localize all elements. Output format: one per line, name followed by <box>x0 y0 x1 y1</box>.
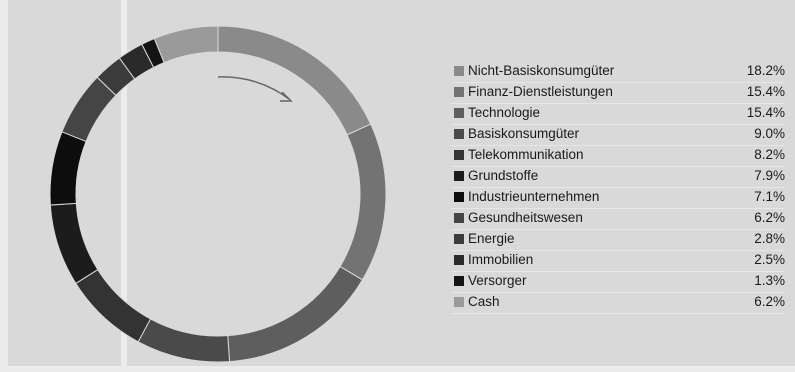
legend-label: Immobilien <box>468 252 534 267</box>
legend-value: 6.2% <box>754 294 785 309</box>
legend-label: Energie <box>468 231 515 246</box>
donut-slices <box>49 25 387 363</box>
donut-chart <box>49 25 387 363</box>
legend-swatch <box>454 171 464 181</box>
legend-item: Gesundheitswesen 6.2% <box>451 209 785 230</box>
donut-slice-6[interactable] <box>49 202 99 285</box>
legend-item: Versorger 1.3% <box>451 272 785 293</box>
legend-item: Technologie 15.4% <box>451 104 785 125</box>
legend-swatch <box>454 129 464 139</box>
legend-label: Versorger <box>468 273 527 288</box>
legend-swatch <box>454 276 464 286</box>
donut-slice-5[interactable] <box>75 268 152 343</box>
donut-slice-4[interactable] <box>137 318 231 363</box>
legend-swatch <box>454 297 464 307</box>
legend-value: 18.2% <box>746 63 785 78</box>
legend-item: Nicht-Basiskonsumgüter 18.2% <box>451 62 785 83</box>
legend-label: Basiskonsumgüter <box>468 126 580 141</box>
legend-value: 15.4% <box>746 84 785 99</box>
legend-label: Finanz-Dienstleistungen <box>468 84 613 99</box>
direction-arrowhead-icon <box>280 91 293 102</box>
donut-slice-3[interactable] <box>227 265 364 363</box>
legend-item: Telekommunikation 8.2% <box>451 146 785 167</box>
legend-item: Immobilien 2.5% <box>451 251 785 272</box>
legend-value: 7.1% <box>754 189 785 204</box>
legend-label: Grundstoffe <box>468 168 539 183</box>
donut-slice-7[interactable] <box>49 131 87 206</box>
legend-swatch <box>454 213 464 223</box>
donut-slice-12[interactable] <box>153 25 219 64</box>
legend-value: 7.9% <box>754 168 785 183</box>
legend-item: Grundstoffe 7.9% <box>451 167 785 188</box>
legend-label: Cash <box>468 294 500 309</box>
vertical-divider <box>121 0 127 372</box>
legend-value: 1.3% <box>754 273 785 288</box>
legend-item: Cash 6.2% <box>451 293 785 314</box>
legend-item: Basiskonsumgüter 9.0% <box>451 125 785 146</box>
legend-label: Technologie <box>468 105 541 120</box>
donut-slice-1[interactable] <box>217 25 372 136</box>
legend-item: Industrieunternehmen 7.1% <box>451 188 785 209</box>
legend-value: 8.2% <box>754 147 785 162</box>
legend-value: 2.5% <box>754 252 785 267</box>
legend-swatch <box>454 150 464 160</box>
legend-item: Energie 2.8% <box>451 230 785 251</box>
legend-swatch <box>454 192 464 202</box>
legend-item: Finanz-Dienstleistungen 15.4% <box>451 83 785 104</box>
legend-swatch <box>454 87 464 97</box>
legend-label: Nicht-Basiskonsumgüter <box>468 63 615 78</box>
legend-label: Telekommunikation <box>468 147 584 162</box>
legend-label: Gesundheitswesen <box>468 210 583 225</box>
legend-value: 2.8% <box>754 231 785 246</box>
legend-swatch <box>454 108 464 118</box>
legend-swatch <box>454 255 464 265</box>
donut-slice-2[interactable] <box>339 123 387 281</box>
bottom-margin-strip <box>0 366 795 372</box>
legend: Nicht-Basiskonsumgüter 18.2% Finanz-Dienst… <box>451 62 785 314</box>
left-margin-strip <box>0 0 8 372</box>
legend-swatch <box>454 66 464 76</box>
direction-arrow-icon <box>217 76 290 100</box>
legend-label: Industrieunternehmen <box>468 189 600 204</box>
legend-swatch <box>454 234 464 244</box>
legend-value: 9.0% <box>754 126 785 141</box>
legend-value: 15.4% <box>746 105 785 120</box>
legend-value: 6.2% <box>754 210 785 225</box>
